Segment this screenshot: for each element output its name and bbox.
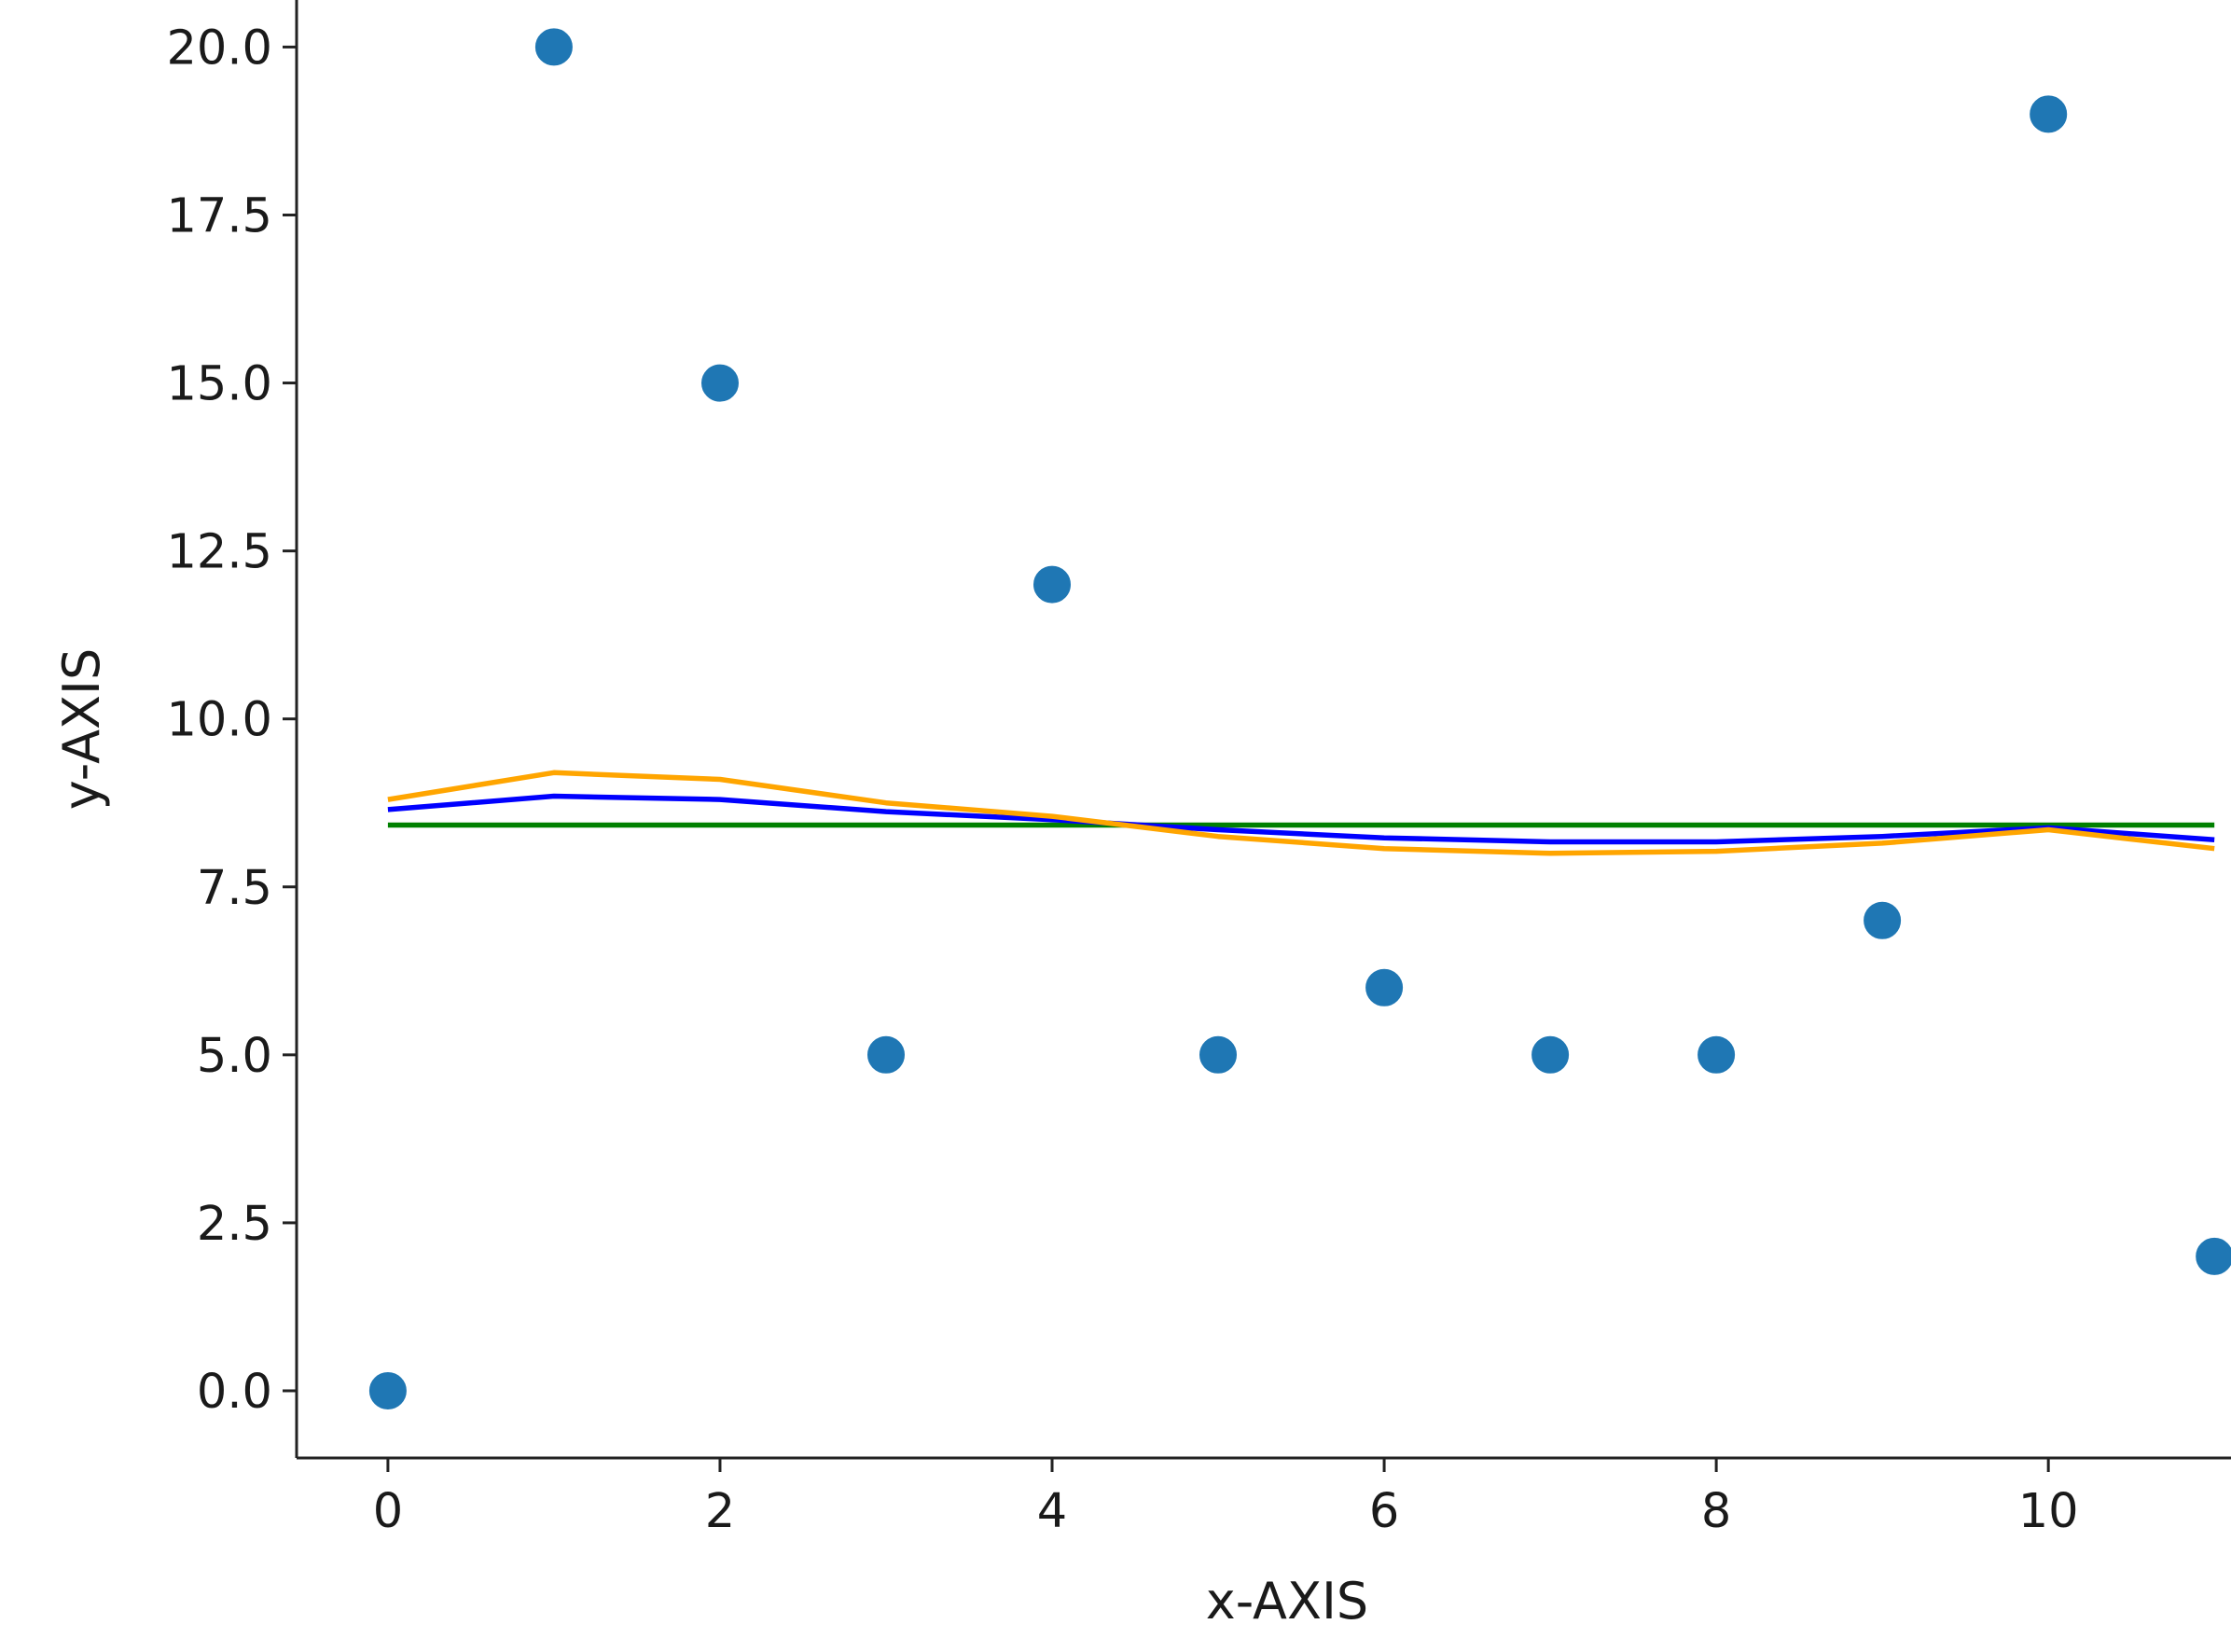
y-tick-label: 7.5 (197, 861, 272, 916)
scatter-point (367, 1370, 409, 1411)
scatter-point (1862, 899, 1904, 941)
line-series-2 (387, 770, 2215, 856)
x-tick-label: 6 (1369, 1484, 1399, 1539)
x-tick-label: 2 (705, 1484, 735, 1539)
y-tick-label: 10.0 (166, 693, 272, 748)
scatter-point (1364, 966, 1406, 1008)
x-tick-label: 0 (373, 1484, 403, 1539)
scatter-point (2194, 1235, 2231, 1277)
scatter-point (866, 1034, 907, 1076)
scatter-point (1696, 1034, 1738, 1076)
y-tick-label: 2.5 (197, 1197, 272, 1252)
y-tick-label: 12.5 (166, 525, 272, 580)
scatter-point (1530, 1034, 1572, 1076)
line-series-1 (387, 793, 2215, 845)
y-tick-label: 15.0 (166, 357, 272, 412)
line-series-layer (387, 770, 2215, 856)
scatter-point (533, 26, 575, 68)
y-axis-title: y-AXIS (52, 648, 111, 810)
y-tick-label: 5.0 (197, 1029, 272, 1084)
x-tick-label: 4 (1037, 1484, 1067, 1539)
scatter-point (1198, 1034, 1239, 1076)
tick-labels: 0.0 2.5 5.0 7.5 10.0 12.5 15.0 17.5 20.0 0 2 4 6 8 10 (166, 21, 2078, 1539)
axes (295, 0, 2231, 1460)
scatter-point (1032, 563, 1073, 605)
scatter-points-layer (367, 26, 2231, 1411)
x-axis-title: x-AXIS (1206, 1572, 1368, 1631)
x-tick-label: 8 (1701, 1484, 1731, 1539)
scatter-point (2028, 93, 2070, 135)
x-tick-label: 10 (2018, 1484, 2079, 1539)
scatter-point (700, 362, 741, 404)
y-tick-label: 0.0 (197, 1365, 272, 1420)
y-tick-label: 20.0 (166, 21, 272, 76)
y-tick-label: 17.5 (166, 188, 272, 243)
